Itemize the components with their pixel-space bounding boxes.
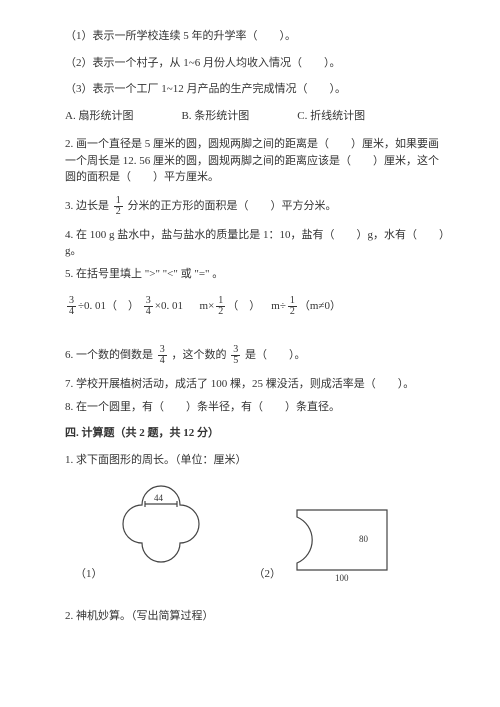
q3: 3. 边长是 1 2 分米的正方形的面积是（ ）平方分米。 [65,196,445,217]
frac-den: 4 [144,307,153,317]
q1-options: A. 扇形统计图 B. 条形统计图 C. 折线统计图 [65,108,445,125]
q5-c-frac: 1 2 [216,296,225,317]
figure1-svg: 44 [109,480,214,590]
q5: 5. 在括号里填上 ">" "<" 或 "=" 。 [65,266,445,283]
frac-den: 4 [67,307,76,317]
frac-num: 1 [114,196,123,207]
frac-den: 2 [288,307,297,317]
q3-post: 分米的正方形的面积是（ ）平方分米。 [128,200,337,212]
q7: 7. 学校开展植树活动，成活了 100 棵，25 棵没活，则成活率是（ ）。 [65,376,445,393]
q6-post: 是（ ）。 [245,349,306,361]
opt-a: A. 扇形统计图 [65,108,133,125]
opt-c: C. 折线统计图 [297,108,365,125]
q5-a-frac: 3 4 [67,296,76,317]
frac-den: 2 [216,307,225,317]
q3-frac: 1 2 [114,196,123,217]
figure2-wrap: （2） 80 100 [254,500,408,590]
q5-a-post: ÷0. 01（ ） [78,300,139,312]
opt-b: B. 条形统计图 [181,108,249,125]
fig2-shape [297,510,387,570]
q5-b-frac: 3 4 [144,296,153,317]
q1-g1: （1）表示一所学校连续 5 年的升学率（ ）。 [65,28,445,45]
fig2-w-text: 100 [335,573,349,583]
fig1-dim-text: 44 [154,493,164,503]
s4q2: 2. 神机妙算。（写出简算过程） [65,608,445,625]
q6: 6. 一个数的倒数是 3 4 ，这个数的 3 5 是（ ）。 [65,345,445,366]
figure2-svg: 80 100 [287,500,407,590]
figure1-wrap: （1） 44 [75,480,214,590]
q5-row: 3 4 ÷0. 01（ ） 3 4 ×0. 01 m× 1 2 （ ） m÷ 1… [65,296,445,317]
q2: 2. 画一个直径是 5 厘米的圆，圆规两脚之间的距离是（ ）厘米，如果要画一个周… [65,136,445,186]
q6-mid: ，这个数的 [172,349,227,361]
q5-c-pre: m× [200,300,215,312]
q5-b-post: ×0. 01 [155,300,183,312]
q5-d-pre: m÷ [271,300,286,312]
section4-title: 四. 计算题（共 2 题，共 12 分） [65,425,445,442]
q6-pre: 6. 一个数的倒数是 [65,349,153,361]
q6-frac1: 3 4 [158,345,167,366]
frac-den: 2 [114,207,123,217]
frac-den: 5 [231,356,240,366]
q5-d-post: （m≠0） [299,300,341,312]
fig1-label: （1） [75,566,103,583]
frac-den: 4 [158,356,167,366]
q1-g3: （3）表示一个工厂 1~12 月产品的生产完成情况（ ）。 [65,81,445,98]
q8: 8. 在一个圆里，有（ ）条半径，有（ ）条直径。 [65,399,445,416]
q5-d-frac: 1 2 [288,296,297,317]
q1-g2: （2）表示一个村子，从 1~6 月份人均收入情况（ ）。 [65,55,445,72]
q3-pre: 3. 边长是 [65,200,109,212]
fig2-label: （2） [254,566,282,583]
figures-row: （1） 44 （2） 80 100 [75,480,445,590]
q4: 4. 在 100 g 盐水中，盐与盐水的质量比是 1：10，盐有（ ）g，水有（… [65,227,445,260]
s4q1: 1. 求下面图形的周长。（单位：厘米） [65,452,445,469]
q5-c-mid: （ ） [227,300,260,312]
fig2-h-text: 80 [359,534,369,544]
q6-frac2: 3 5 [231,345,240,366]
